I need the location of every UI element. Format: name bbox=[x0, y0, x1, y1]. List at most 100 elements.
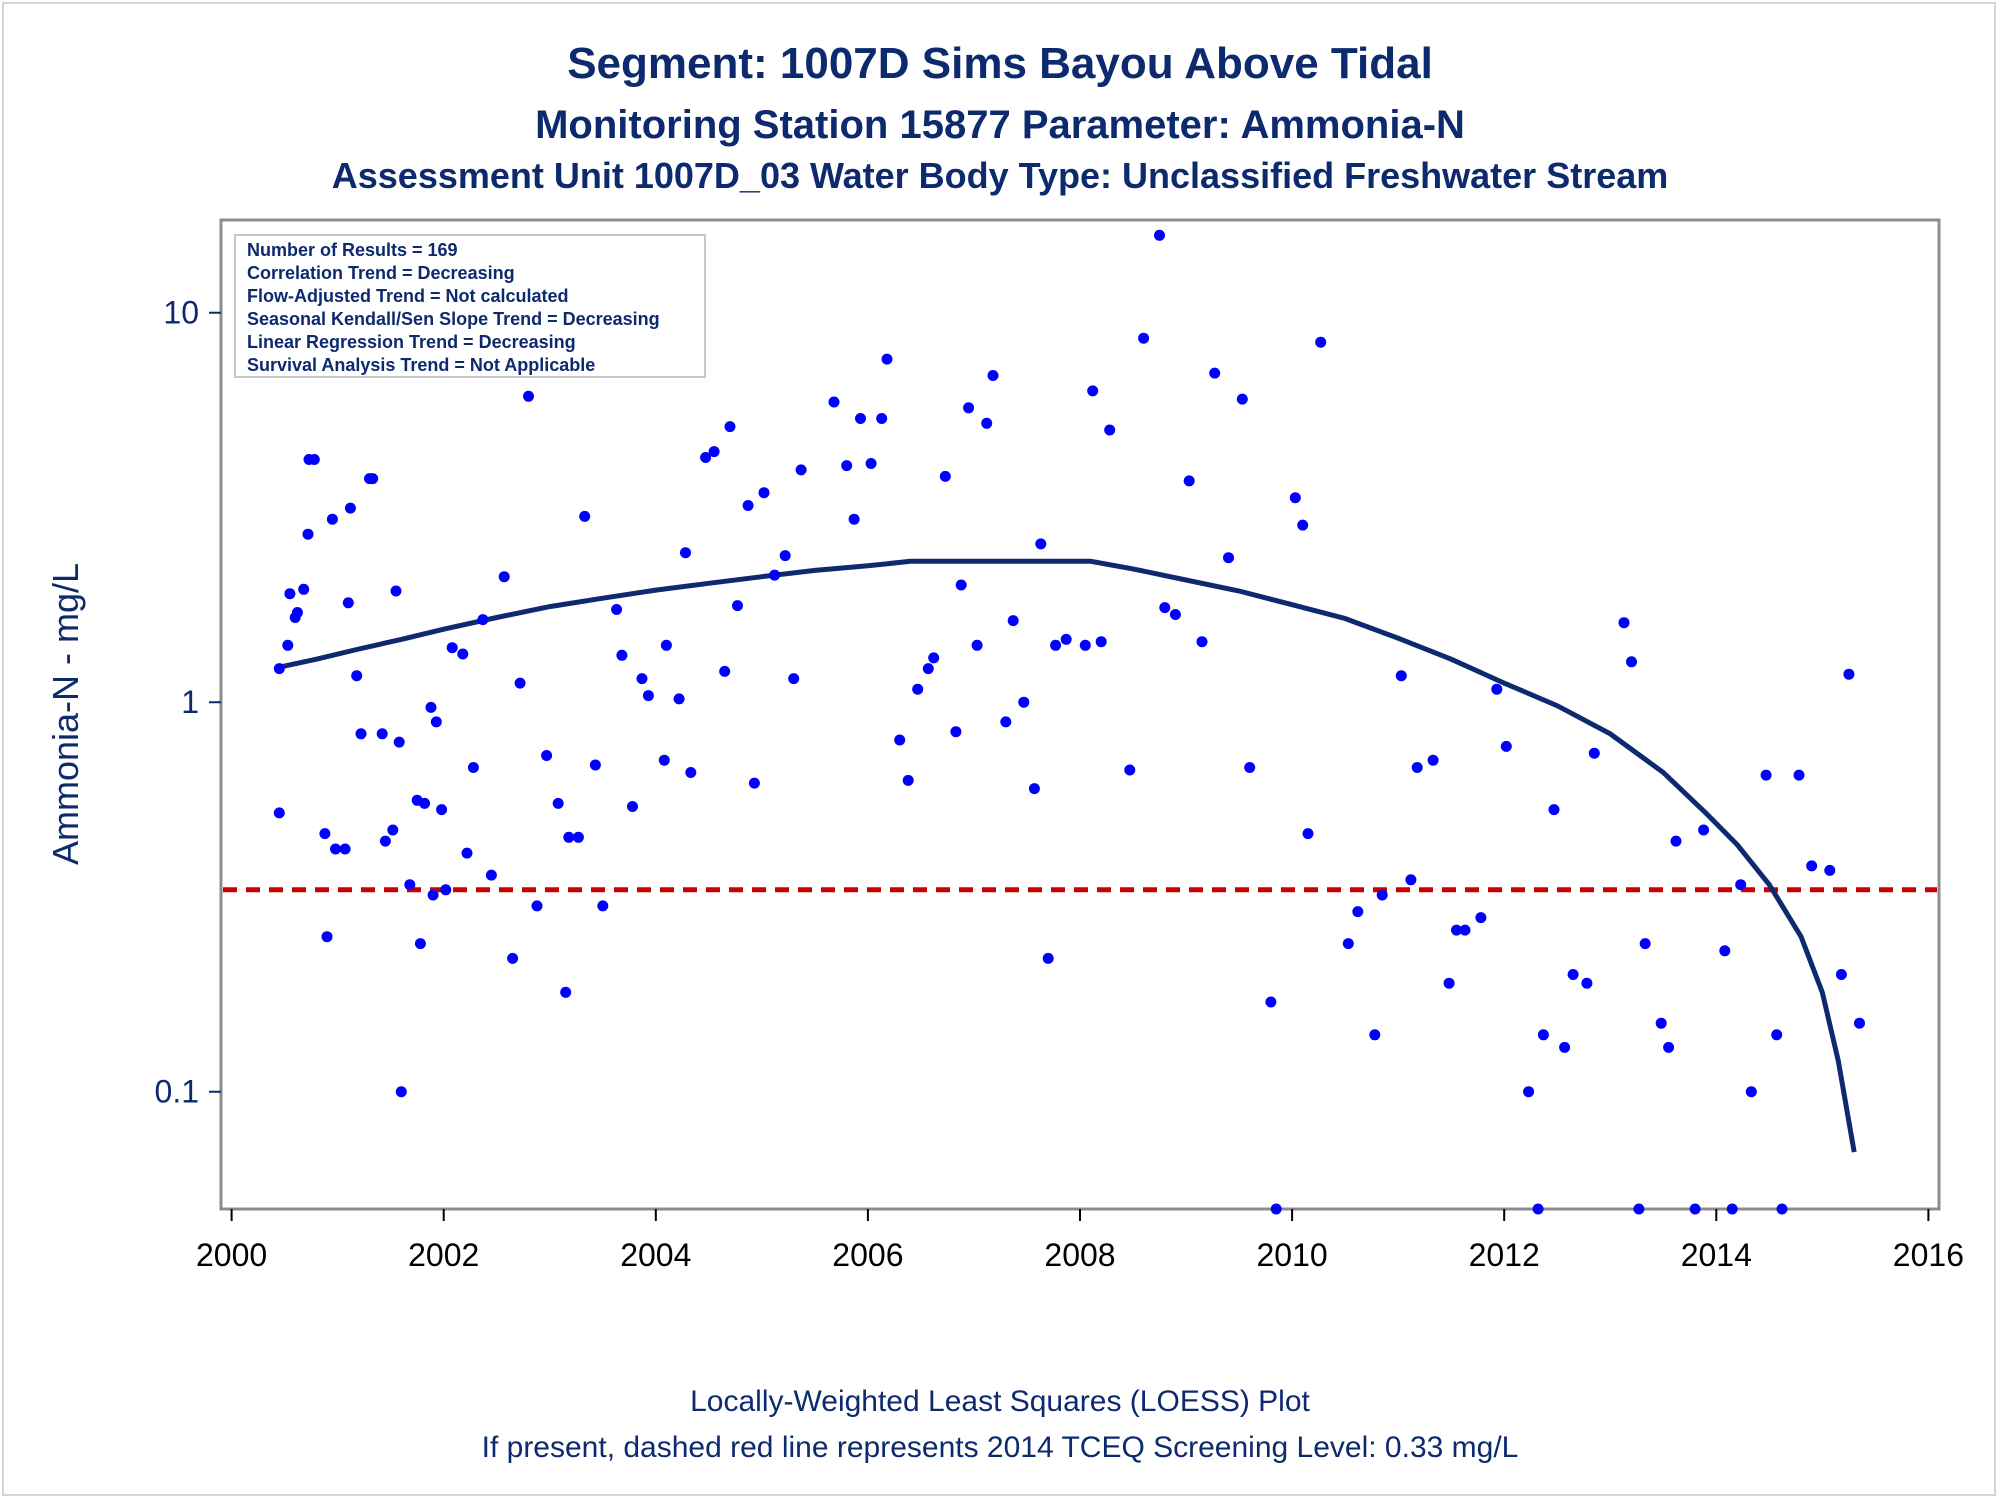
data-point-102 bbox=[1050, 639, 1062, 651]
data-point-12 bbox=[326, 513, 338, 525]
data-point-92 bbox=[963, 402, 975, 414]
data-point-20 bbox=[367, 473, 379, 485]
data-point-100 bbox=[1035, 538, 1047, 550]
data-point-5 bbox=[291, 607, 303, 618]
data-point-139 bbox=[1523, 1086, 1535, 1098]
x-tick-label-2012: 2012 bbox=[1469, 1237, 1540, 1273]
data-point-107 bbox=[1104, 424, 1116, 436]
data-point-62 bbox=[673, 693, 685, 705]
data-point-130 bbox=[1405, 874, 1417, 886]
data-point-18 bbox=[355, 728, 367, 740]
data-point-73 bbox=[769, 569, 781, 581]
data-point-111 bbox=[1159, 602, 1171, 614]
data-point-147 bbox=[1618, 617, 1630, 629]
x-tick-label-2016: 2016 bbox=[1893, 1237, 1964, 1273]
footnote-screening: If present, dashed red line represents 2… bbox=[482, 1431, 1519, 1464]
stats-box: Number of Results = 169 Correlation Tren… bbox=[234, 234, 706, 378]
data-point-126 bbox=[1352, 906, 1364, 918]
data-point-38 bbox=[461, 847, 473, 859]
footnote-loess: Locally-Weighted Least Squares (LOESS) P… bbox=[690, 1385, 1310, 1418]
data-point-71 bbox=[748, 777, 760, 789]
data-point-105 bbox=[1087, 385, 1099, 397]
loess-curve bbox=[278, 558, 1857, 1153]
data-point-45 bbox=[523, 390, 534, 402]
data-point-106 bbox=[1095, 636, 1107, 648]
data-point-145 bbox=[1581, 977, 1593, 989]
data-point-83 bbox=[881, 353, 893, 365]
stats-line-flow-adjusted: Flow-Adjusted Trend = Not calculated bbox=[247, 286, 569, 306]
data-point-58 bbox=[636, 673, 648, 685]
x-tick-label-2008: 2008 bbox=[1044, 1237, 1115, 1273]
data-point-98 bbox=[1018, 696, 1030, 708]
data-point-55 bbox=[611, 604, 623, 615]
data-point-34 bbox=[436, 804, 448, 816]
data-point-32 bbox=[427, 889, 439, 901]
data-point-14 bbox=[339, 843, 351, 855]
data-point-31 bbox=[425, 701, 437, 713]
x-tick-label-2014: 2014 bbox=[1681, 1237, 1752, 1273]
data-point-110 bbox=[1154, 229, 1165, 241]
data-point-103 bbox=[1060, 633, 1072, 645]
data-point-88 bbox=[928, 652, 940, 664]
stats-box-border bbox=[234, 234, 706, 378]
x-tick-label-2000: 2000 bbox=[196, 1237, 267, 1273]
data-point-134 bbox=[1451, 924, 1462, 936]
data-point-27 bbox=[404, 879, 416, 891]
data-point-44 bbox=[514, 677, 526, 689]
data-point-36 bbox=[446, 642, 458, 654]
data-point-94 bbox=[981, 417, 993, 429]
data-point-142 bbox=[1548, 804, 1560, 816]
data-point-91 bbox=[955, 579, 967, 591]
chart-subtitle: Monitoring Station 15877 Parameter: Ammo… bbox=[535, 103, 1465, 147]
data-point-33 bbox=[430, 716, 442, 728]
data-point-10 bbox=[319, 828, 331, 840]
data-point-146 bbox=[1588, 747, 1600, 759]
data-point-96 bbox=[1000, 716, 1012, 728]
data-point-101 bbox=[1042, 952, 1054, 964]
data-point-39 bbox=[467, 762, 479, 773]
stats-line-seasonal-kendall: Seasonal Kendall/Sen Slope Trend = Decre… bbox=[247, 309, 660, 329]
data-point-84 bbox=[894, 734, 906, 746]
data-point-53 bbox=[589, 759, 601, 771]
data-point-43 bbox=[507, 952, 519, 964]
data-point-119 bbox=[1265, 996, 1277, 1008]
data-point-3 bbox=[284, 588, 296, 600]
data-point-167 bbox=[1843, 668, 1855, 680]
data-point-120 bbox=[1270, 1203, 1282, 1215]
data-point-23 bbox=[387, 824, 399, 836]
data-point-108 bbox=[1124, 764, 1136, 776]
data-point-24 bbox=[390, 585, 402, 597]
data-point-21 bbox=[376, 728, 388, 740]
data-point-9 bbox=[308, 454, 320, 465]
data-point-37 bbox=[457, 648, 469, 660]
data-point-52 bbox=[579, 510, 591, 522]
data-point-154 bbox=[1689, 1203, 1701, 1215]
data-point-0 bbox=[273, 663, 285, 675]
data-point-158 bbox=[1735, 879, 1747, 891]
data-point-128 bbox=[1376, 889, 1388, 901]
data-point-76 bbox=[795, 464, 807, 476]
data-point-26 bbox=[395, 1086, 407, 1098]
data-point-15 bbox=[342, 597, 354, 609]
data-point-13 bbox=[330, 843, 341, 855]
data-point-104 bbox=[1079, 639, 1091, 651]
y-axis-label: Ammonia-N - mg/L bbox=[45, 563, 86, 865]
data-point-78 bbox=[841, 460, 853, 472]
data-point-70 bbox=[742, 500, 754, 511]
data-point-93 bbox=[971, 639, 983, 651]
data-point-89 bbox=[939, 470, 951, 482]
data-point-124 bbox=[1315, 336, 1327, 348]
data-point-74 bbox=[779, 550, 791, 562]
data-point-85 bbox=[902, 774, 914, 786]
data-point-82 bbox=[876, 413, 888, 424]
data-point-114 bbox=[1196, 636, 1208, 648]
data-point-29 bbox=[414, 938, 426, 950]
data-point-99 bbox=[1028, 783, 1040, 795]
data-point-116 bbox=[1223, 552, 1234, 564]
data-point-48 bbox=[552, 797, 564, 809]
chart-subtitle-2: Assessment Unit 1007D_03 Water Body Type… bbox=[332, 155, 1669, 196]
data-point-22 bbox=[379, 835, 391, 847]
data-point-127 bbox=[1369, 1029, 1381, 1041]
chart-title: Segment: 1007D Sims Bayou Above Tidal bbox=[567, 39, 1433, 88]
